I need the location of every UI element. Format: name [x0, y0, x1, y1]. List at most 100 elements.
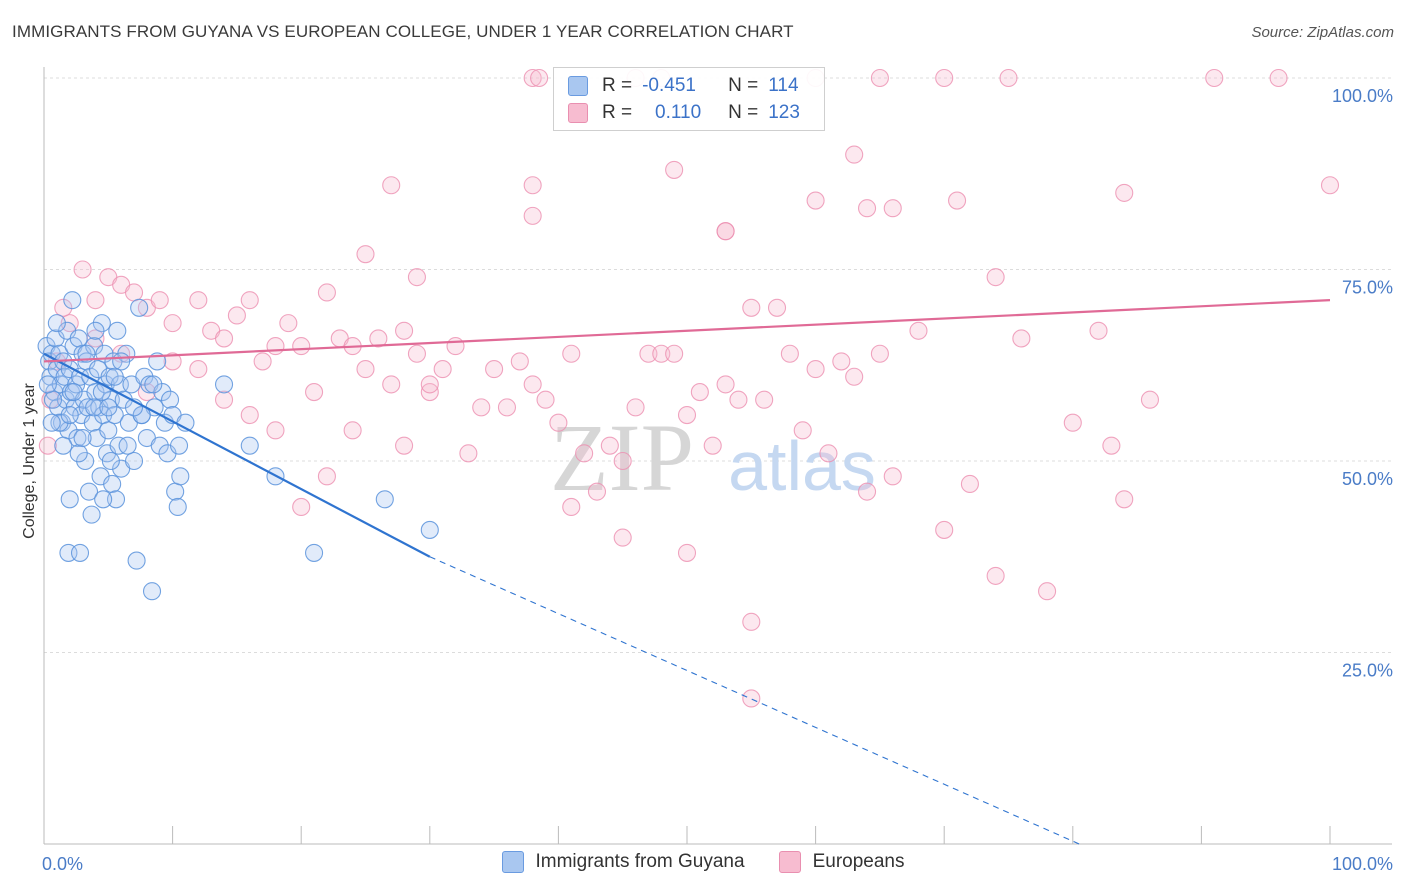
point-europeans: [883, 199, 902, 218]
point-guyana: [86, 383, 105, 402]
chart-source: Source: ZipAtlas.com: [1251, 24, 1394, 41]
point-europeans: [1205, 68, 1224, 88]
bottom-legend-label-guyana: Immigrants from Guyana: [535, 851, 745, 872]
trend-line-europeans: [43, 299, 1331, 363]
point-europeans: [407, 344, 426, 363]
point-europeans: [742, 612, 761, 631]
point-europeans: [575, 444, 594, 463]
point-europeans: [960, 474, 979, 494]
bottom-legend-guyana[interactable]: Immigrants from Guyana: [501, 851, 745, 873]
point-europeans: [343, 421, 362, 440]
point-europeans: [395, 321, 414, 340]
point-guyana: [50, 413, 69, 432]
point-guyana: [86, 321, 105, 340]
point-europeans: [369, 329, 388, 348]
point-europeans: [305, 383, 324, 402]
legend-row-guyana: R = -0.451 N = 114: [568, 73, 799, 99]
point-europeans: [1140, 390, 1160, 409]
point-europeans: [652, 344, 671, 363]
point-europeans: [189, 360, 208, 379]
point-europeans: [677, 543, 697, 562]
bottom-legend: Immigrants from Guyana Europeans: [0, 851, 1406, 873]
point-guyana: [79, 482, 99, 501]
point-europeans: [420, 383, 439, 402]
point-europeans: [1115, 183, 1134, 202]
point-guyana: [420, 520, 439, 539]
point-europeans: [562, 497, 581, 517]
point-guyana: [82, 505, 101, 524]
point-guyana: [99, 421, 118, 440]
point-europeans: [446, 337, 465, 356]
point-guyana: [99, 398, 118, 417]
point-guyana: [160, 390, 180, 409]
point-europeans: [806, 191, 825, 210]
point-europeans: [665, 344, 684, 363]
point-guyana: [69, 329, 88, 348]
point-guyana: [43, 390, 63, 409]
point-europeans: [845, 145, 864, 164]
point-europeans: [497, 398, 517, 417]
point-guyana: [76, 451, 95, 471]
point-europeans: [716, 375, 735, 394]
point-guyana: [118, 436, 137, 455]
point-europeans: [253, 352, 272, 371]
point-guyana: [124, 451, 144, 471]
chart-title: IMMIGRANTS FROM GUYANA VS EUROPEAN COLLE…: [12, 22, 794, 41]
y-tick-label: 50.0%: [1342, 469, 1393, 489]
point-europeans: [935, 68, 954, 88]
bottom-legend-europeans[interactable]: Europeans: [778, 851, 904, 873]
point-europeans: [240, 405, 259, 425]
point-europeans: [485, 360, 504, 379]
point-europeans: [909, 321, 928, 340]
point-guyana: [112, 352, 131, 371]
point-europeans: [780, 344, 799, 363]
x-tick-label: 100.0%: [1332, 854, 1393, 874]
legend-n-label: N =: [728, 102, 759, 123]
watermark-zip: ZIP: [550, 404, 694, 511]
point-guyana: [166, 482, 185, 501]
point-europeans: [163, 314, 182, 333]
point-europeans: [845, 367, 864, 386]
x-tick-label: 0.0%: [42, 854, 83, 874]
point-europeans: [214, 390, 234, 409]
point-europeans: [562, 344, 581, 363]
point-europeans: [549, 413, 568, 432]
point-europeans: [1038, 582, 1057, 601]
point-guyana: [142, 582, 162, 601]
point-europeans: [292, 497, 311, 517]
point-europeans: [214, 329, 234, 348]
point-europeans: [382, 176, 401, 195]
legend-n-value-guyana: 114: [768, 75, 799, 96]
point-europeans: [356, 245, 375, 264]
point-guyana: [169, 436, 189, 455]
point-europeans: [806, 360, 825, 379]
y-tick-label: 75.0%: [1342, 278, 1393, 298]
point-europeans: [317, 283, 336, 302]
point-europeans: [523, 375, 542, 394]
point-europeans: [38, 436, 57, 455]
point-guyana: [83, 413, 102, 432]
point-europeans: [677, 405, 697, 425]
point-guyana: [305, 543, 324, 562]
point-europeans: [1012, 329, 1031, 348]
point-guyana: [105, 405, 124, 425]
point-guyana: [240, 436, 259, 455]
point-europeans: [86, 291, 105, 310]
legend-n-label: N =: [728, 75, 759, 96]
point-guyana: [103, 474, 122, 494]
point-europeans: [292, 337, 311, 356]
point-europeans: [124, 283, 144, 302]
axis-labels: 25.0% 50.0% 75.0% 100.0% 0.0% 100.0% College, …: [21, 86, 1393, 874]
stats-legend: R = -0.451 N = 114 R = 0.110 N = 123: [553, 67, 825, 131]
point-europeans: [716, 222, 735, 241]
point-guyana: [69, 444, 88, 463]
y-tick-label: 25.0%: [1342, 661, 1393, 681]
legend-r-label: R =: [602, 75, 633, 96]
point-europeans: [459, 444, 478, 463]
y-tick-label: 100.0%: [1332, 86, 1393, 106]
point-guyana: [63, 291, 82, 310]
point-europeans: [857, 482, 877, 501]
point-europeans: [587, 482, 607, 501]
point-europeans: [523, 68, 542, 88]
point-europeans: [742, 298, 761, 317]
